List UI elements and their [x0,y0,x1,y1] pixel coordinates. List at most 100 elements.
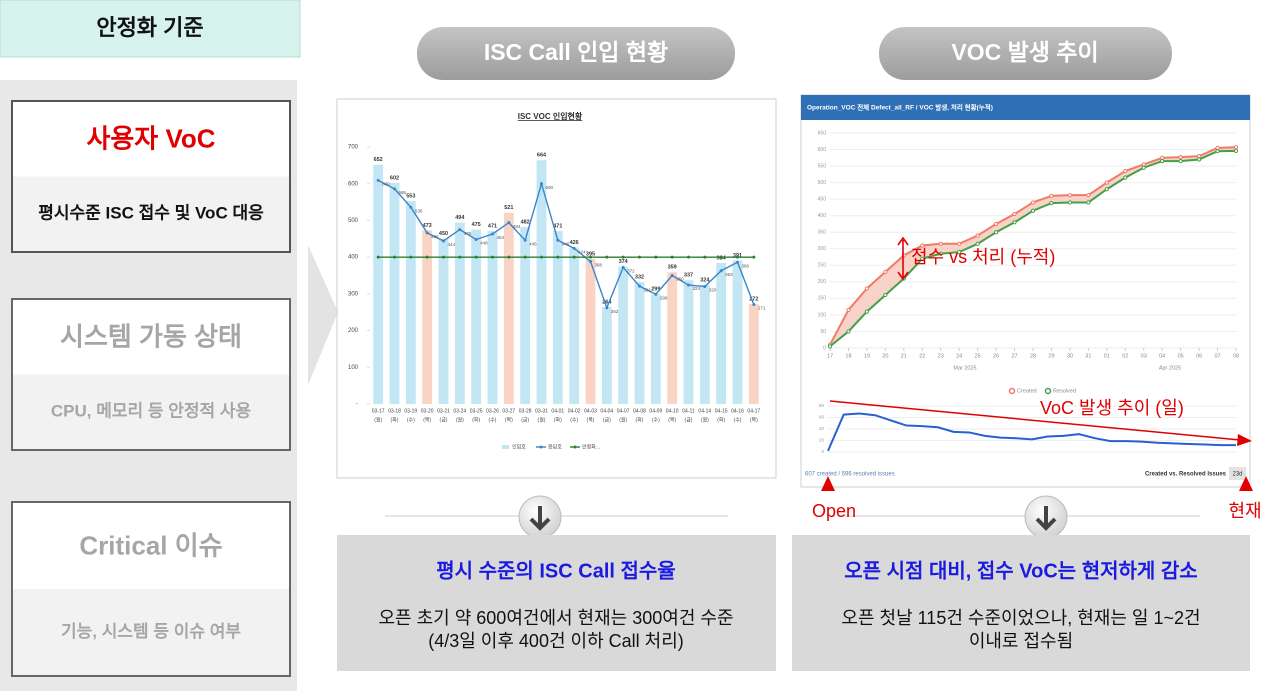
x-tick-label: 04-09 [649,408,662,414]
bar [389,182,400,404]
line-point [540,182,543,186]
line-point [556,238,560,242]
line-point [393,255,396,259]
month-label: Apr 2025 [1159,365,1181,371]
bar [438,238,449,404]
line-point [864,309,870,314]
line-point [1049,193,1054,198]
down-arrow [529,506,551,531]
x-tick-label: 04 [1159,353,1165,359]
bar [585,258,596,404]
line-point [589,255,592,259]
voc-chart-header [801,95,1250,120]
line-point [1196,157,1202,162]
line-point [523,255,527,259]
line-label: 466 [431,234,439,239]
line-series [827,412,1236,452]
line-point [920,243,925,248]
summary-text: 오픈 초기 약 600여건에서 현재는 300여건 수준 [378,608,733,628]
x-tick-label: 03-21 [437,408,450,414]
line-point [1049,201,1054,206]
legend-swatch [539,445,543,449]
bar [716,263,727,404]
line-point [474,238,478,242]
line-point [687,283,690,287]
y-tick-label: 500 [348,218,359,224]
x-tick-day: (목) [750,417,758,423]
x-tick-label: 03 [1141,353,1147,359]
line-point [703,285,707,289]
x-tick-label: 03-25 [470,408,483,414]
x-tick-day: (화) [717,417,725,423]
bar-label: 426 [570,240,579,246]
line-label: 536 [415,208,423,213]
line-point [1215,145,1220,150]
footer-left: 607 created / 596 resolved issues [805,472,895,478]
x-tick-day: (화) [472,417,480,423]
legend-swatch [1008,387,1016,395]
x-tick-label: 04-16 [731,408,744,414]
x-tick-label: 03-28 [519,408,532,414]
range-button [1229,467,1246,480]
line-point [846,329,851,334]
bar [536,160,547,404]
line-point [670,255,674,259]
line-point [752,255,756,259]
x-tick-label: 17 [827,353,833,359]
line-point [1141,162,1146,167]
x-tick-day: (금) [521,417,529,423]
y-tick-label: 300 [348,291,359,297]
line-point [425,231,429,235]
summary-text: (4/3일 이후 400건 이하 Call 처리) [428,631,684,651]
bar-label: 272 [749,297,758,303]
x-tick-label: 28 [1030,353,1036,359]
line-point [993,230,999,235]
line-point [572,246,576,250]
bar-label: 324 [700,277,710,283]
x-tick-label: 03-18 [388,408,401,414]
x-tick-label: 23 [938,353,944,359]
bar-label: 521 [504,205,513,211]
bar [471,229,482,404]
x-tick-day: (수) [570,417,578,423]
x-tick-day: (수) [652,417,660,423]
y-tick-label: 0 [821,449,824,454]
x-tick-label: 04-01 [551,408,564,414]
line-point [589,260,592,264]
summary-title: 오픈 시점 대비, 접수 VoC는 현저하게 감소 [844,559,1197,582]
line-point [1196,154,1202,159]
bar [422,230,433,404]
x-tick-label: 04-04 [600,408,613,414]
line-point [474,255,478,259]
line-point [938,251,943,256]
line-point [1233,148,1239,153]
footer-right: Created vs. Resolved Issues [1145,472,1227,478]
summary-text: 이내로 접수됨 [969,631,1073,651]
x-tick-label: 03-26 [486,408,499,414]
line-point [556,255,560,259]
trend-arrow [829,400,1241,441]
bar [732,260,743,404]
x-tick-label: 04-10 [666,408,679,414]
heading: ISC Call 인입 현황 [484,39,668,65]
bar-label: 395 [586,251,595,257]
line-point [1233,145,1239,150]
x-tick-label: 30 [1067,353,1073,359]
x-tick-label: 04-17 [747,408,760,414]
trend-arrow-head [1237,434,1252,446]
legend-label: 인입호 [512,443,526,450]
x-tick-day: (화) [391,417,399,423]
criteria-desc-band [13,176,289,251]
bar-label: 359 [668,265,677,271]
x-tick-label: 27 [1011,353,1017,359]
x-tick-label: 02 [1122,353,1128,359]
bar-label: 553 [406,193,415,199]
x-tick-label: 22 [919,353,925,359]
span-arrow [897,236,909,281]
criteria-title: 시스템 가동 상태 [60,322,242,352]
line-point [883,292,888,298]
line-point [736,255,739,259]
y-tick-label: 650 [818,130,827,136]
x-tick-label: 04-11 [682,408,695,414]
x-tick-day: (수) [734,417,742,423]
